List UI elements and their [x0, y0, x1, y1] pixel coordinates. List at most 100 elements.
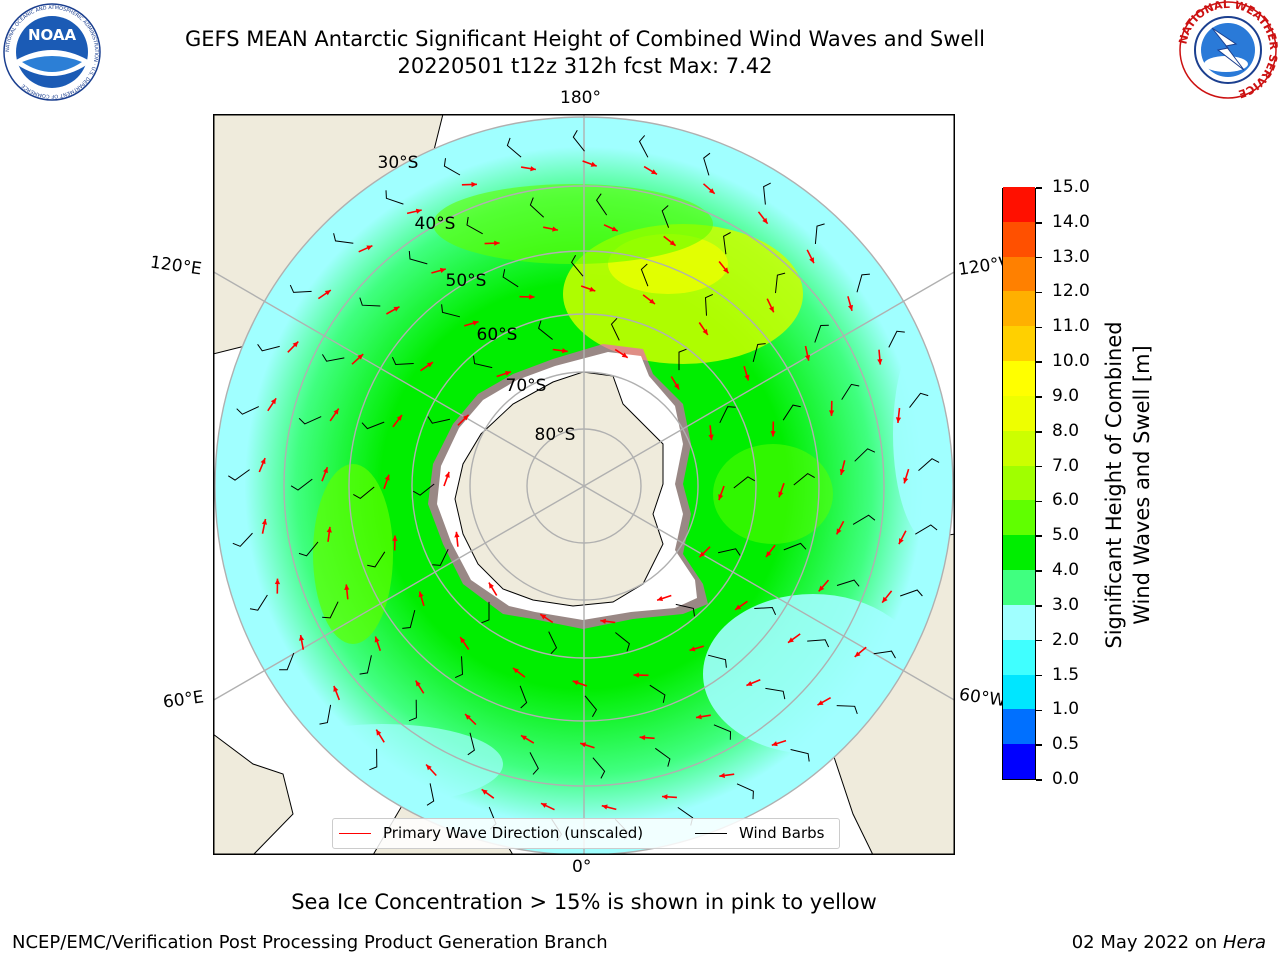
- wind-barb: [713, 724, 732, 740]
- wave-arrow-head: [601, 804, 608, 810]
- wave-arrow-head: [333, 685, 339, 692]
- wave-arrow-head: [657, 596, 663, 601]
- wind-barb: [359, 297, 381, 307]
- colorbar-tickmark: [1036, 570, 1042, 572]
- map-legend: Primary Wave Direction (unscaled) Wind B…: [332, 818, 840, 849]
- wind-barb: [678, 348, 687, 371]
- wave-arrow-head: [530, 166, 536, 172]
- colorbar-tickmark: [1036, 744, 1042, 746]
- wind-barb: [506, 137, 522, 158]
- lat-label-80s: 80°S: [535, 425, 576, 445]
- wave-arrow-head: [384, 474, 390, 481]
- footer-host: Hera: [1222, 932, 1266, 953]
- wind-barb: [290, 478, 313, 491]
- chart-title: GEFS MEAN Antarctic Significant Height o…: [184, 27, 986, 51]
- wind-barb: [909, 392, 929, 408]
- wave-arrow-head: [882, 596, 888, 603]
- sea-ice-note: Sea Ice Concentration > 15% is shown in …: [291, 890, 877, 914]
- colorbar-tick-label: 5.0: [1052, 525, 1080, 546]
- wave-arrow-head: [818, 585, 825, 592]
- wave-arrow-head: [696, 714, 702, 720]
- wind-barb: [408, 250, 428, 265]
- wave-arrow-head: [521, 735, 527, 741]
- wave-arrow-head: [600, 618, 606, 624]
- colorbar-swatch: [1003, 639, 1035, 675]
- wave-arrow-head: [674, 383, 680, 390]
- colorbar-tickmark: [1036, 500, 1042, 503]
- colorbar-swatch: [1003, 186, 1035, 222]
- wind-barb: [319, 704, 332, 725]
- colorbar-swatch: [1003, 430, 1035, 466]
- noaa-logo: NOAA NATIONAL OCEANIC AND ATMOSPHERIC AD…: [3, 3, 101, 101]
- lat-label-40s: 40°S: [415, 214, 456, 234]
- wave-arrow-head: [326, 526, 332, 533]
- wind-barb: [584, 695, 598, 717]
- wave-arrow-head: [719, 772, 725, 778]
- colorbar-swatch: [1003, 743, 1035, 779]
- wind-barb: [443, 158, 461, 176]
- wind-barb: [783, 542, 807, 551]
- colorbar-tickmark: [1036, 465, 1042, 468]
- wind-barb: [765, 687, 786, 700]
- wave-direction-arrows: [228, 129, 940, 842]
- colorbar-tickmark: [1036, 639, 1042, 642]
- wave-arrow-head: [589, 286, 596, 292]
- legend-item-wind-barbs: Wind Barbs: [695, 824, 824, 842]
- colorbar-tick-label: 0.5: [1052, 734, 1080, 755]
- colorbar-tickmark: [1036, 326, 1042, 329]
- footer-date-text: 02 May 2022 on: [1071, 932, 1223, 953]
- lon-label-180: 180°: [560, 88, 601, 108]
- wind-barb: [915, 524, 938, 535]
- wind-barb: [719, 406, 736, 424]
- wind-barb: [473, 355, 493, 369]
- wind-barb: [228, 469, 250, 481]
- wind-barb: [807, 639, 830, 648]
- wind-barb: [723, 232, 731, 255]
- wind-barb: [402, 609, 416, 629]
- wave-arrow-head: [572, 680, 579, 686]
- wave-arrow-head: [541, 803, 547, 808]
- colorbar-swatch: [1003, 499, 1035, 536]
- map-panel: 30°S 40°S 50°S 60°S 70°S 80°S Primary Wa…: [213, 114, 955, 855]
- colorbar-swatch: [1003, 360, 1035, 396]
- wind-barb: [888, 330, 905, 348]
- antarctica: [428, 344, 708, 629]
- wind-barb: [298, 416, 322, 425]
- legend-swatch-black: [695, 832, 727, 834]
- wind-barb: [836, 705, 858, 715]
- wind-barb: [432, 548, 449, 566]
- colorbar-swatch: [1003, 395, 1035, 431]
- wave-arrow-head: [396, 415, 402, 421]
- wave-arrow-head: [270, 398, 277, 405]
- wave-arrow-head: [488, 582, 494, 589]
- wave-arrow-head: [621, 352, 628, 358]
- wave-arrow-head: [895, 417, 902, 423]
- wind-barb: [661, 205, 670, 228]
- colorbar-tickmark: [1036, 222, 1042, 224]
- wave-arrow-head: [839, 469, 845, 475]
- wave-arrow-head: [454, 531, 460, 538]
- colorbar-tickmark: [1036, 605, 1042, 607]
- wind-barb: [548, 631, 558, 655]
- colorbar-tickmark: [1036, 779, 1042, 781]
- wave-arrow-head: [324, 290, 331, 296]
- wave-arrow-head: [762, 217, 768, 224]
- wind-barb: [610, 317, 620, 341]
- colorbar-label-line1: Significant Height of Combined: [1102, 321, 1126, 649]
- wave-arrow-head: [769, 306, 774, 313]
- colorbar-swatch: [1003, 465, 1035, 501]
- wind-barb: [814, 324, 829, 343]
- footer-credit: NCEP/EMC/Verification Post Processing Pr…: [12, 932, 608, 953]
- wind-barb: [675, 603, 695, 617]
- noaa-logo-text: NOAA: [28, 26, 77, 44]
- nws-logo: NATIONAL WEATHER SERVICE: [1178, 0, 1278, 100]
- wave-arrow-head: [472, 320, 479, 326]
- wave-arrow-head: [633, 672, 639, 678]
- wind-barb: [249, 594, 268, 611]
- polar-map: 30°S 40°S 50°S 60°S 70°S 80°S: [213, 114, 955, 855]
- colorbar-tickmark: [1036, 396, 1042, 398]
- wind-barb: [793, 472, 815, 486]
- footer-date: 02 May 2022 on Hera: [1072, 932, 1266, 953]
- legend-swatch-red: [339, 832, 371, 834]
- wind-barb: [321, 354, 345, 362]
